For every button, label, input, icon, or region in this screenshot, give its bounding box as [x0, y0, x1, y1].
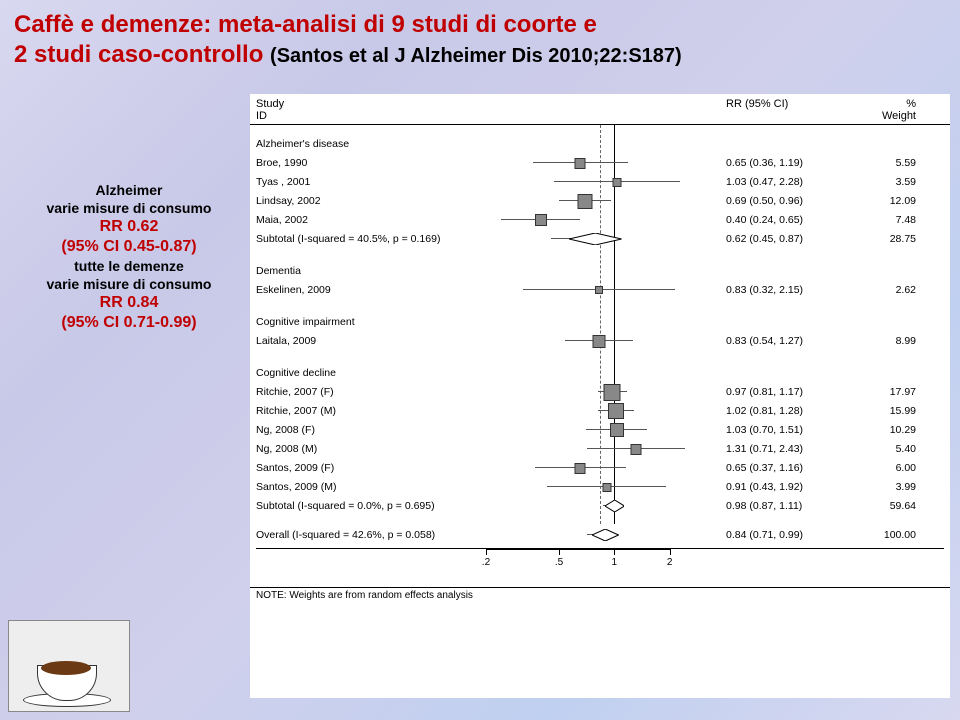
hdr-rr: RR (95% CI): [726, 98, 856, 122]
title-line2a: 2 studi caso-controllo: [14, 41, 270, 68]
forest-note: NOTE: Weights are from random effects an…: [250, 587, 950, 603]
left-all-sub: varie misure di consumo: [14, 276, 244, 292]
study-row: Broe, 19900.65 (0.36, 1.19)5.59: [256, 153, 944, 172]
coffee-photo: [8, 620, 130, 712]
left-annotations: Alzheimer varie misure di consumo RR 0.6…: [14, 180, 244, 334]
left-all-ci: (95% CI 0.71-0.99): [14, 314, 244, 332]
forest-plot: Study ID RR (95% CI) % Weight Alzheimer'…: [250, 94, 950, 698]
hdr-study: Study ID: [256, 98, 486, 122]
subtotal-row: Overall (I-squared = 42.6%, p = 0.058)0.…: [256, 525, 944, 544]
study-row: Ritchie, 2007 (F)0.97 (0.81, 1.17)17.97: [256, 382, 944, 401]
study-row: Ng, 2008 (M)1.31 (0.71, 2.43)5.40: [256, 439, 944, 458]
study-row: Maia, 20020.40 (0.24, 0.65)7.48: [256, 210, 944, 229]
left-alldem-block: tutte le demenze varie misure di consumo…: [14, 258, 244, 332]
study-row: Ng, 2008 (F)1.03 (0.70, 1.51)10.29: [256, 420, 944, 439]
left-alz-heading: Alzheimer: [14, 182, 244, 198]
forest-rows: Alzheimer's diseaseBroe, 19900.65 (0.36,…: [250, 125, 950, 548]
slide-title: Caffè e demenze: meta-analisi di 9 studi…: [0, 0, 960, 70]
left-alz-rr: RR 0.62: [14, 218, 244, 236]
axis-plot: .2.512: [486, 549, 726, 587]
study-row: Tyas , 20011.03 (0.47, 2.28)3.59: [256, 172, 944, 191]
left-alzheimer-block: Alzheimer varie misure di consumo RR 0.6…: [14, 182, 244, 256]
study-row: Eskelinen, 20090.83 (0.32, 2.15)2.62: [256, 280, 944, 299]
subtotal-row: Subtotal (I-squared = 40.5%, p = 0.169)0…: [256, 229, 944, 248]
left-all-rr: RR 0.84: [14, 294, 244, 312]
subtotal-row: Subtotal (I-squared = 0.0%, p = 0.695)0.…: [256, 496, 944, 515]
forest-header: Study ID RR (95% CI) % Weight: [250, 94, 950, 125]
study-row: Laitala, 20090.83 (0.54, 1.27)8.99: [256, 331, 944, 350]
left-all-heading: tutte le demenze: [14, 258, 244, 274]
left-alz-sub: varie misure di consumo: [14, 200, 244, 216]
study-row: Santos, 2009 (M)0.91 (0.43, 1.92)3.99: [256, 477, 944, 496]
left-alz-ci: (95% CI 0.45-0.87): [14, 238, 244, 256]
title-line1: Caffè e demenze: meta-analisi di 9 studi…: [14, 11, 597, 38]
study-row: Ritchie, 2007 (M)1.02 (0.81, 1.28)15.99: [256, 401, 944, 420]
title-citation: (Santos et al J Alzheimer Dis 2010;22:S1…: [270, 45, 682, 67]
study-row: Lindsay, 20020.69 (0.50, 0.96)12.09: [256, 191, 944, 210]
axis: .2.512: [256, 548, 944, 587]
study-row: Santos, 2009 (F)0.65 (0.37, 1.16)6.00: [256, 458, 944, 477]
hdr-wt: % Weight: [856, 98, 916, 122]
